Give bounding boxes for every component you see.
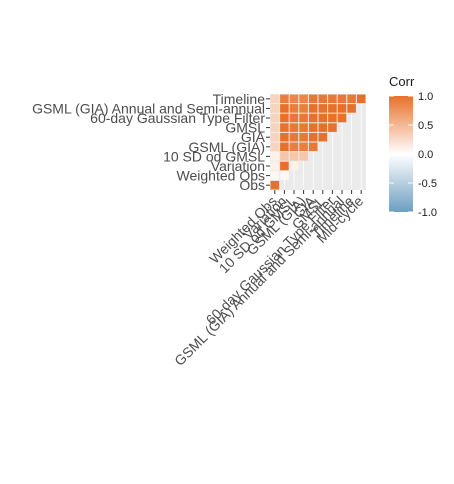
heatmap-cell: [280, 152, 289, 161]
heatmap-cell: [337, 113, 347, 123]
heatmap-cell: [328, 104, 337, 113]
heatmap-cell: [318, 94, 328, 104]
y-tick-label: Timeline: [213, 91, 266, 107]
heatmap-cell: [299, 94, 308, 104]
heatmap-cell: [308, 142, 318, 152]
y-tick-label: 60-day Gaussian Type Filter: [90, 110, 265, 126]
heatmap-cell: [270, 132, 280, 142]
heatmap-cell: [280, 113, 289, 123]
legend-tick-label: 0.5: [418, 120, 433, 132]
heatmap-cell: [347, 104, 356, 113]
heatmap-cell: [270, 180, 280, 190]
heatmap-cell: [328, 94, 337, 104]
heatmap-cell: [270, 161, 280, 171]
heatmap-cell: [280, 123, 289, 132]
heatmap-cell: [280, 94, 289, 104]
heatmap-cell: [289, 113, 299, 123]
heatmap-cell: [299, 113, 308, 123]
heatmap-cell: [270, 123, 280, 132]
legend-tick-label: -0.5: [418, 178, 437, 190]
y-tick-label: Obs: [239, 177, 265, 193]
legend-tick-label: 0.0: [418, 149, 433, 161]
heatmap-cell: [270, 94, 280, 104]
heatmap-cell: [280, 142, 289, 152]
heatmap-cell: [299, 152, 308, 161]
y-tick-label: GSML (GIA): [189, 139, 266, 155]
heatmap-cell: [318, 132, 328, 142]
heatmap-cell: [299, 123, 308, 132]
heatmap-cell: [289, 161, 299, 171]
legend-tick-label: 1.0: [418, 91, 433, 103]
heatmap-cell: [318, 104, 328, 113]
heatmap-cell: [270, 113, 280, 123]
heatmap-cell: [356, 94, 366, 104]
heatmap-cell: [280, 171, 289, 180]
heatmap-cell: [299, 132, 308, 142]
y-tick-label: 10 SD od GMSL: [163, 148, 265, 164]
heatmap-cell: [308, 94, 318, 104]
heatmap-cell: [299, 104, 308, 113]
heatmap-cell: [308, 113, 318, 123]
heatmap-cell: [280, 104, 289, 113]
legend-title: Corr: [389, 74, 415, 89]
heatmap-cell: [308, 123, 318, 132]
heatmap-cell: [289, 142, 299, 152]
legend-tick-label: -1.0: [418, 207, 437, 219]
heatmap-cell: [289, 152, 299, 161]
heatmap-cell: [347, 94, 356, 104]
heatmap-cell: [270, 152, 280, 161]
heatmap-cell: [289, 132, 299, 142]
y-tick-label: GSML (GIA) Annual and Semi-annual: [32, 100, 265, 116]
heatmap-cell: [299, 142, 308, 152]
heatmap-cell: [270, 171, 280, 180]
heatmap-cells: [270, 94, 366, 190]
heatmap-cell: [337, 104, 347, 113]
heatmap-cell: [280, 161, 289, 171]
heatmap-cell: [308, 104, 318, 113]
heatmap-cell: [280, 132, 289, 142]
heatmap-cell: [318, 113, 328, 123]
heatmap-cell: [308, 132, 318, 142]
heatmap-cell: [328, 113, 337, 123]
heatmap-cell: [318, 123, 328, 132]
legend: Corr 1.0 0.5 0.0 -0.5 -1.0: [389, 74, 437, 219]
y-tick-label: GIA: [241, 129, 266, 145]
heatmap-cell: [337, 94, 347, 104]
y-tick-label: Weighted Obs: [177, 168, 265, 184]
heatmap-cell: [289, 94, 299, 104]
heatmap-cell: [289, 104, 299, 113]
y-tick-label: GMSL: [225, 120, 265, 136]
y-tick-label: Variation: [211, 158, 265, 174]
heatmap-cell: [289, 123, 299, 132]
heatmap-cell: [270, 104, 280, 113]
heatmap-cell: [270, 142, 280, 152]
heatmap-cell: [328, 123, 337, 132]
